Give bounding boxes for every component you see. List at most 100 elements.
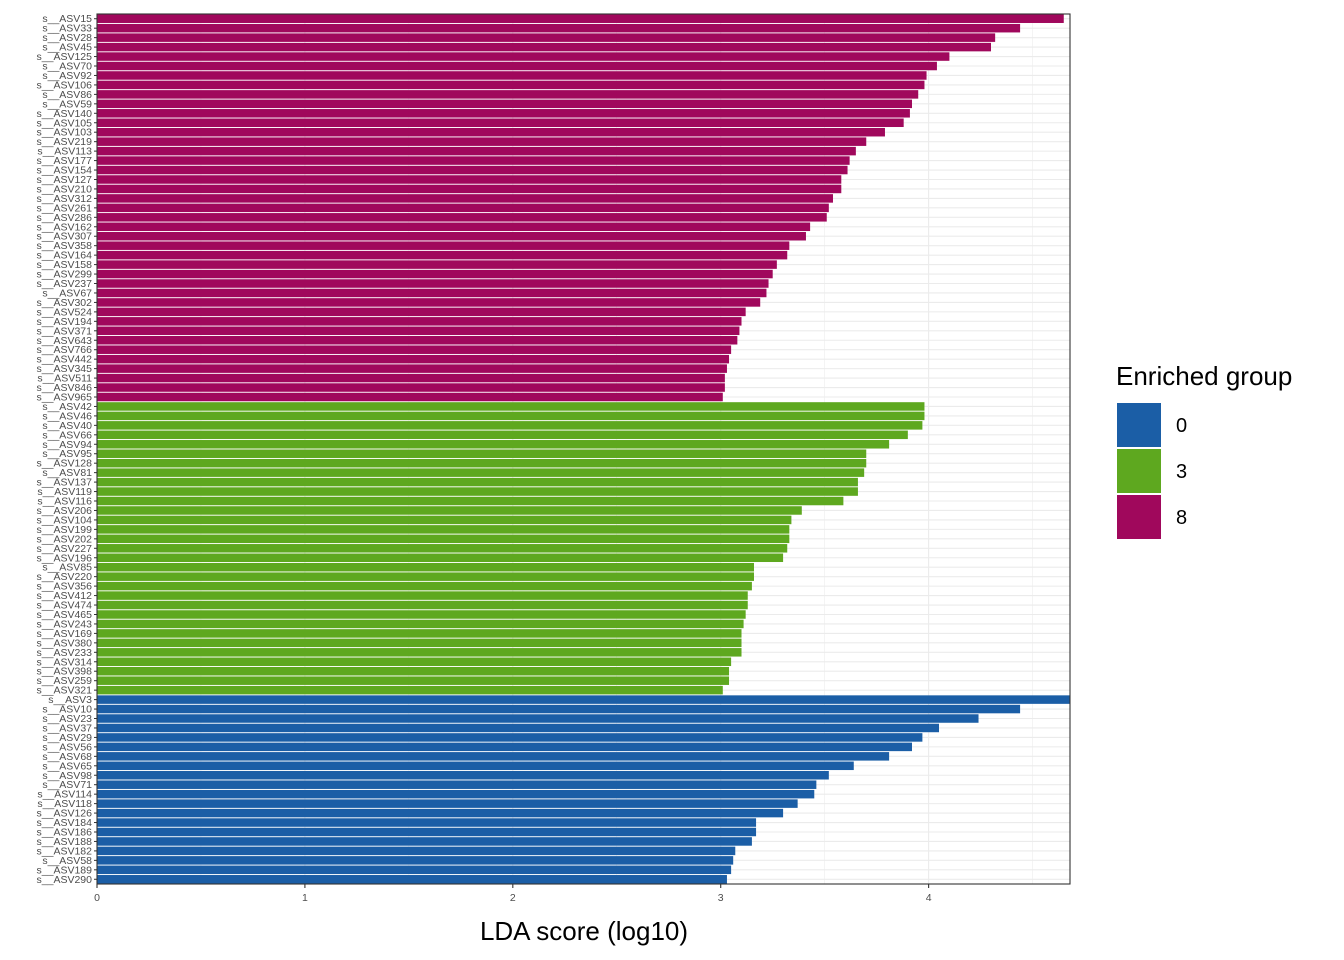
bar-sasv56 (97, 742, 912, 752)
bar-sasv127 (97, 175, 842, 184)
bar-sasv186 (97, 827, 757, 837)
y-tick-label: s__ASV465 (37, 609, 93, 621)
y-tick-label: s__ASV356 (37, 581, 93, 593)
bar-sasv312 (97, 194, 833, 203)
bar-sasv199 (97, 525, 790, 534)
y-tick-label: s__ASV10 (42, 704, 92, 716)
bar-sasv66 (97, 430, 908, 440)
y-tick-label: s__ASV321 (37, 685, 93, 697)
bar-sasv210 (97, 184, 842, 194)
bar-sasv125 (97, 52, 950, 61)
bar-sasv766 (97, 345, 732, 354)
y-tick-label: s__ASV196 (37, 552, 93, 564)
legend-swatch-3 (1117, 449, 1161, 493)
y-tick-label: s__ASV380 (37, 637, 93, 649)
legend-items: 0 3 8 (1117, 403, 1187, 539)
y-tick-label: s__ASV237 (37, 278, 93, 290)
bar-sasv71 (97, 780, 817, 789)
bar-sasv33 (97, 23, 1021, 33)
y-tick-label: s__ASV85 (42, 562, 92, 574)
bar-sasv194 (97, 317, 742, 326)
y-tick-label: s__ASV104 (37, 514, 93, 526)
bar-sasv511 (97, 373, 725, 383)
y-tick-label: s__ASV243 (37, 618, 93, 630)
y-tick-label: s__ASV114 (37, 789, 92, 801)
plot-border (96, 13, 1071, 885)
y-tick-label: s__ASV127 (37, 174, 93, 186)
y-tick-label: s__ASV103 (37, 127, 93, 139)
bar-sasv290 (97, 875, 727, 884)
y-tick-label: s__ASV371 (37, 325, 93, 337)
y-tick-label: s__ASV125 (37, 51, 93, 63)
bar-sasv345 (97, 364, 727, 373)
y-tick-label: s__ASV71 (42, 779, 92, 791)
bar-sasv286 (97, 213, 827, 222)
bar-sasv116 (97, 496, 844, 506)
bar-sasv126 (97, 808, 784, 818)
y-tick-label: s__ASV137 (37, 477, 93, 489)
bar-sasv206 (97, 506, 802, 515)
x-tick-label: 0 (94, 892, 100, 904)
bar-sasv299 (97, 269, 773, 279)
y-tick-label: s__ASV965 (37, 391, 93, 403)
x-axis-title: LDA score (log10) (480, 916, 688, 946)
bar-sasv65 (97, 761, 854, 771)
bar-sasv37 (97, 723, 940, 733)
y-tick-label: s__ASV524 (37, 306, 93, 318)
y-tick-label: s__ASV46 (42, 410, 92, 422)
bar-sasv371 (97, 326, 740, 336)
y-tick-label: s__ASV29 (42, 732, 92, 744)
bar-sasv307 (97, 231, 806, 241)
bar-sasv398 (97, 666, 730, 676)
legend-label-3: 3 (1176, 461, 1187, 483)
y-tick-label: s__ASV106 (37, 79, 93, 91)
y-tick-label: s__ASV45 (42, 42, 92, 54)
bar-sasv23 (97, 714, 979, 723)
y-tick-label: s__ASV86 (42, 89, 92, 101)
bar-sasv474 (97, 600, 748, 610)
bar-sasv58 (97, 856, 734, 865)
y-tick-label: s__ASV259 (37, 675, 93, 687)
bar-sasv137 (97, 477, 858, 487)
bar-sasv219 (97, 137, 867, 146)
y-tick-label: s__ASV28 (42, 32, 92, 44)
bar-sasv356 (97, 581, 752, 591)
bar-sasv643 (97, 335, 738, 345)
bar-sasv442 (97, 354, 730, 364)
bar-sasv380 (97, 638, 742, 648)
bar-sasv220 (97, 572, 754, 581)
y-tick-label: s__ASV33 (42, 23, 92, 35)
bar-sasv182 (97, 846, 736, 856)
y-tick-label: s__ASV65 (42, 760, 92, 772)
y-tick-label: s__ASV358 (37, 240, 93, 252)
y-tick-label: s__ASV58 (42, 855, 92, 867)
legend-swatch-8 (1117, 495, 1161, 539)
y-tick-label: s__ASV158 (37, 259, 93, 271)
y-tick-label: s__ASV70 (42, 61, 92, 73)
y-tick-label: s__ASV95 (42, 448, 92, 460)
y-tick-label: s__ASV23 (42, 713, 92, 725)
bar-sasv358 (97, 241, 790, 250)
bar-sasv140 (97, 109, 910, 118)
bar-sasv68 (97, 752, 890, 761)
bar-sasv104 (97, 515, 792, 525)
y-tick-label: s__ASV169 (37, 628, 93, 640)
y-tick-label: s__ASV164 (37, 250, 93, 262)
y-tick-label: s__ASV116 (37, 496, 92, 508)
bar-sasv243 (97, 619, 744, 629)
y-tick-label: s__ASV227 (37, 543, 93, 555)
bar-sasv46 (97, 411, 925, 421)
y-tick-label: s__ASV307 (37, 231, 93, 243)
bar-sasv42 (97, 402, 925, 411)
legend-label-8: 8 (1176, 507, 1187, 529)
y-tick-label: s__ASV206 (37, 505, 93, 517)
y-tick-label: s__ASV56 (42, 741, 92, 753)
bar-sasv261 (97, 203, 829, 213)
bar-sasv202 (97, 534, 790, 544)
y-tick-label: s__ASV345 (37, 363, 93, 375)
y-tick-label: s__ASV66 (42, 429, 92, 441)
bar-sasv196 (97, 553, 784, 563)
bar-sasv119 (97, 487, 858, 496)
y-tick-label: s__ASV94 (42, 439, 92, 451)
y-tick-label: s__ASV98 (42, 770, 92, 782)
